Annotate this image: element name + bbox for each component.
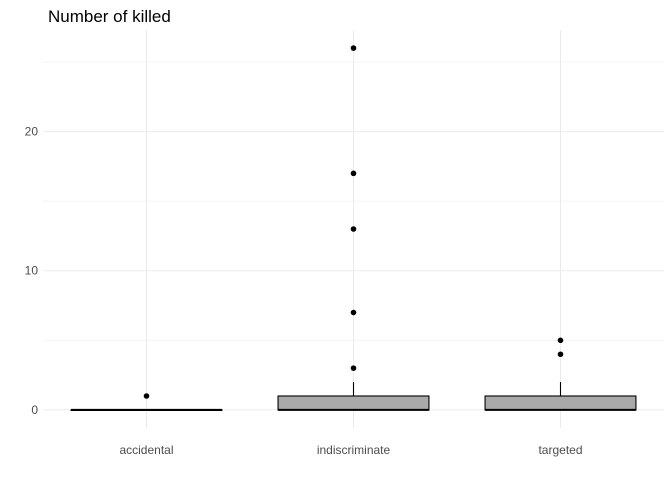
outlier-point: [350, 170, 357, 177]
x-tick-label: targeted: [538, 443, 582, 457]
x-tick-label: accidental: [119, 443, 173, 457]
y-tick-label: 10: [25, 264, 39, 278]
chart-title: Number of killed: [48, 7, 171, 26]
outlier-point: [557, 351, 564, 358]
outlier-point: [350, 226, 357, 232]
box-group-indiscriminate: [277, 45, 430, 411]
y-axis-tick-labels: 0 10 20: [25, 125, 39, 417]
outlier-point: [350, 309, 357, 316]
y-tick-label: 0: [31, 403, 38, 417]
box-series: [70, 45, 637, 411]
outlier-point: [143, 393, 150, 399]
box-group-targeted: [484, 337, 637, 411]
x-tick-label: indiscriminate: [317, 443, 391, 457]
outlier-point: [557, 337, 564, 344]
box-group-accidental: [70, 393, 223, 411]
y-tick-label: 20: [25, 125, 39, 139]
outlier-point: [350, 365, 357, 371]
x-axis-tick-labels: accidental indiscriminate targeted: [119, 443, 582, 457]
box-body: [277, 395, 430, 411]
outlier-point: [350, 45, 357, 51]
box-body: [484, 395, 637, 411]
